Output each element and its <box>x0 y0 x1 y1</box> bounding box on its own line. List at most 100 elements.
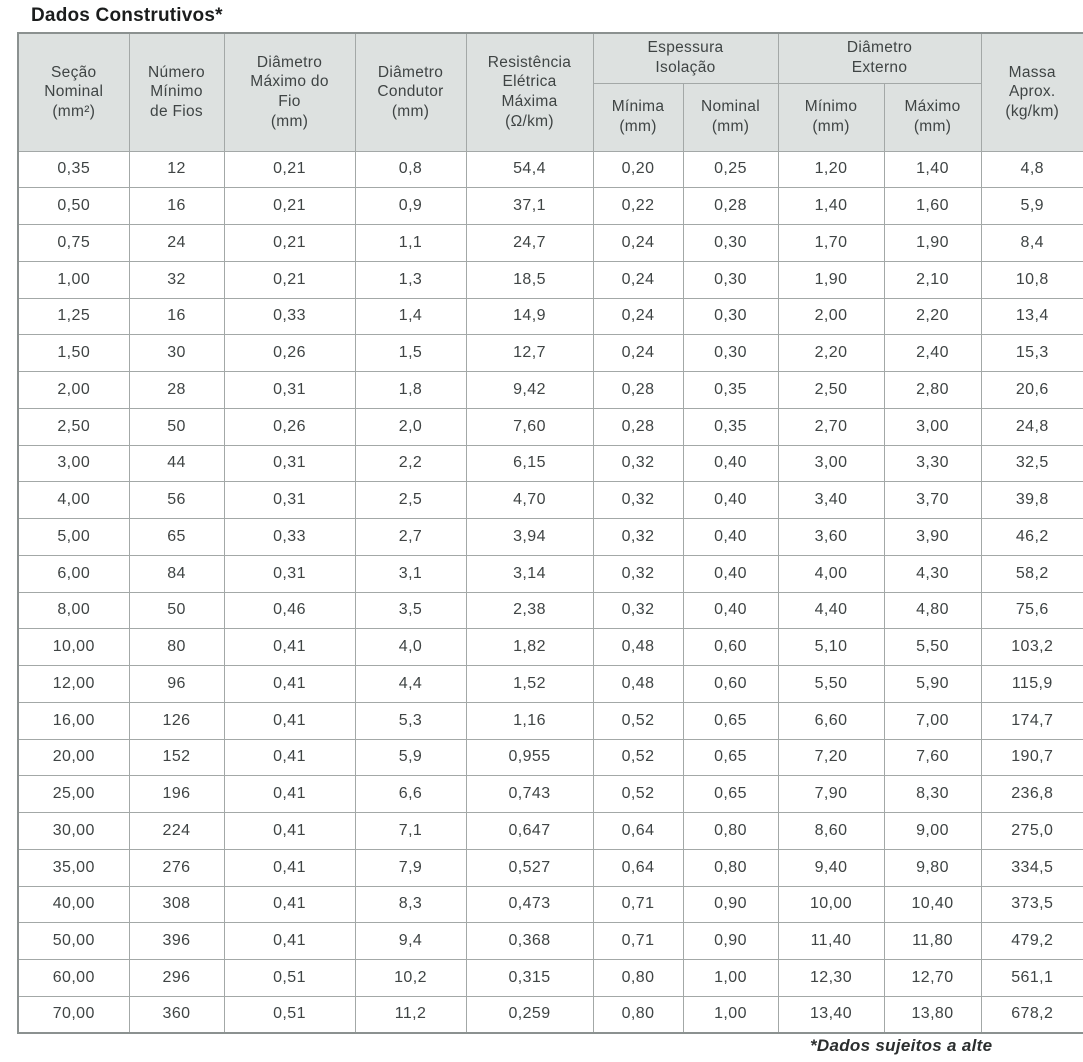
cell: 2,5 <box>354 481 467 519</box>
cell: 0,48 <box>592 665 684 703</box>
col-header-externo-maximo: Máximo (mm) <box>883 82 982 152</box>
cell: 1,70 <box>777 224 885 262</box>
table-row: 0,35 12 0,21 0,8 54,4 0,20 0,25 1,20 1,40 4,8 <box>17 150 1083 189</box>
cell: 16,00 <box>17 701 130 740</box>
cell: 0,52 <box>592 701 684 740</box>
table-row: 25,00 196 0,41 6,6 0,743 0,52 0,65 7,90 8,30 236,… <box>17 775 1083 813</box>
cell: 0,24 <box>592 224 684 262</box>
cell: 70,00 <box>17 995 130 1034</box>
cell: 190,7 <box>980 738 1083 777</box>
cell: 1,00 <box>682 959 779 997</box>
cell: 80 <box>128 628 225 666</box>
cell: 0,31 <box>223 554 356 593</box>
cell: 1,90 <box>777 260 885 299</box>
footnote: *Dados sujeitos a alte <box>810 1036 993 1055</box>
cell: 0,28 <box>682 187 779 225</box>
cell: 3,00 <box>883 407 982 446</box>
cell: 5,50 <box>883 628 982 666</box>
cell: 9,40 <box>777 848 885 887</box>
cell: 1,60 <box>883 187 982 225</box>
cell: 1,5 <box>354 334 467 372</box>
cell: 0,41 <box>223 628 356 666</box>
cell: 7,1 <box>354 812 467 850</box>
header-group-row: Seção Nominal (mm²) Número Mínimo de Fio… <box>17 32 1083 152</box>
cell: 0,31 <box>223 371 356 409</box>
cell: 9,80 <box>883 848 982 887</box>
cell: 14,9 <box>465 297 594 336</box>
cell: 7,20 <box>777 738 885 777</box>
cell: 1,25 <box>17 297 130 336</box>
cell: 0,955 <box>465 738 594 777</box>
cell: 9,00 <box>883 812 982 850</box>
cell: 373,5 <box>980 885 1083 924</box>
cell: 25,00 <box>17 775 130 813</box>
cell: 4,0 <box>354 628 467 666</box>
cell: 5,9 <box>354 738 467 777</box>
page-title: Dados Construtivos* <box>31 5 223 26</box>
col-header-numero-minimo-fios: Número Mínimo de Fios <box>128 32 225 152</box>
table-row: 70,00 360 0,51 11,2 0,259 0,80 1,00 13,40 13,80 6… <box>17 995 1083 1034</box>
cell: 30 <box>128 334 225 372</box>
cell: 5,3 <box>354 701 467 740</box>
cell: 40,00 <box>17 885 130 924</box>
cell: 4,00 <box>17 481 130 519</box>
cell: 3,1 <box>354 554 467 593</box>
cell: 4,40 <box>777 591 885 630</box>
table-row: 1,25 16 0,33 1,4 14,9 0,24 0,30 2,00 2,20 13,4 <box>17 297 1083 336</box>
cell: 0,28 <box>592 407 684 446</box>
cell: 0,52 <box>592 775 684 813</box>
cell: 3,5 <box>354 591 467 630</box>
cell: 0,50 <box>17 187 130 225</box>
cell: 0,80 <box>682 812 779 850</box>
cell: 0,41 <box>223 885 356 924</box>
table-row: 40,00 308 0,41 8,3 0,473 0,71 0,90 10,00 10,40 37… <box>17 885 1083 924</box>
cell: 65 <box>128 518 225 556</box>
cell: 0,46 <box>223 591 356 630</box>
cell: 0,35 <box>682 371 779 409</box>
cell: 0,527 <box>465 848 594 887</box>
table-row: 20,00 152 0,41 5,9 0,955 0,52 0,65 7,20 7,60 190,… <box>17 738 1083 777</box>
col-header-diametro-maximo-fio: Diâmetro Máximo do Fio (mm) <box>223 32 356 152</box>
cell: 0,64 <box>592 848 684 887</box>
cell: 3,90 <box>883 518 982 556</box>
cell: 0,40 <box>682 444 779 483</box>
cell: 0,24 <box>592 297 684 336</box>
cell: 0,40 <box>682 591 779 630</box>
cell: 0,368 <box>465 922 594 960</box>
cell: 0,65 <box>682 701 779 740</box>
table-row: 4,00 56 0,31 2,5 4,70 0,32 0,40 3,40 3,70 39,8 <box>17 481 1083 519</box>
table-row: 1,00 32 0,21 1,3 18,5 0,24 0,30 1,90 2,10 10,8 <box>17 260 1083 299</box>
cell: 0,51 <box>223 959 356 997</box>
cell: 0,30 <box>682 260 779 299</box>
col-group-diametro-externo: Diâmetro Externo <box>777 32 982 84</box>
cell: 0,64 <box>592 812 684 850</box>
cell: 46,2 <box>980 518 1083 556</box>
cell: 0,9 <box>354 187 467 225</box>
cell: 6,00 <box>17 554 130 593</box>
cell: 96 <box>128 665 225 703</box>
cell: 50 <box>128 407 225 446</box>
table-row: 0,75 24 0,21 1,1 24,7 0,24 0,30 1,70 1,90 8,4 <box>17 224 1083 262</box>
cell: 0,80 <box>592 959 684 997</box>
cell: 103,2 <box>980 628 1083 666</box>
cell: 4,00 <box>777 554 885 593</box>
cell: 0,48 <box>592 628 684 666</box>
cell: 1,52 <box>465 665 594 703</box>
table-row: 5,00 65 0,33 2,7 3,94 0,32 0,40 3,60 3,90 46,2 <box>17 518 1083 556</box>
cell: 8,4 <box>980 224 1083 262</box>
cell: 3,00 <box>777 444 885 483</box>
cell: 4,70 <box>465 481 594 519</box>
cell: 20,00 <box>17 738 130 777</box>
cell: 174,7 <box>980 701 1083 740</box>
cell: 0,41 <box>223 738 356 777</box>
cell: 1,90 <box>883 224 982 262</box>
cell: 0,40 <box>682 554 779 593</box>
cell: 10,8 <box>980 260 1083 299</box>
cell: 1,8 <box>354 371 467 409</box>
table-row: 50,00 396 0,41 9,4 0,368 0,71 0,90 11,40 11,80 47… <box>17 922 1083 960</box>
cell: 360 <box>128 995 225 1034</box>
cell: 7,00 <box>883 701 982 740</box>
cell: 0,71 <box>592 885 684 924</box>
cell: 2,38 <box>465 591 594 630</box>
cell: 678,2 <box>980 995 1083 1034</box>
